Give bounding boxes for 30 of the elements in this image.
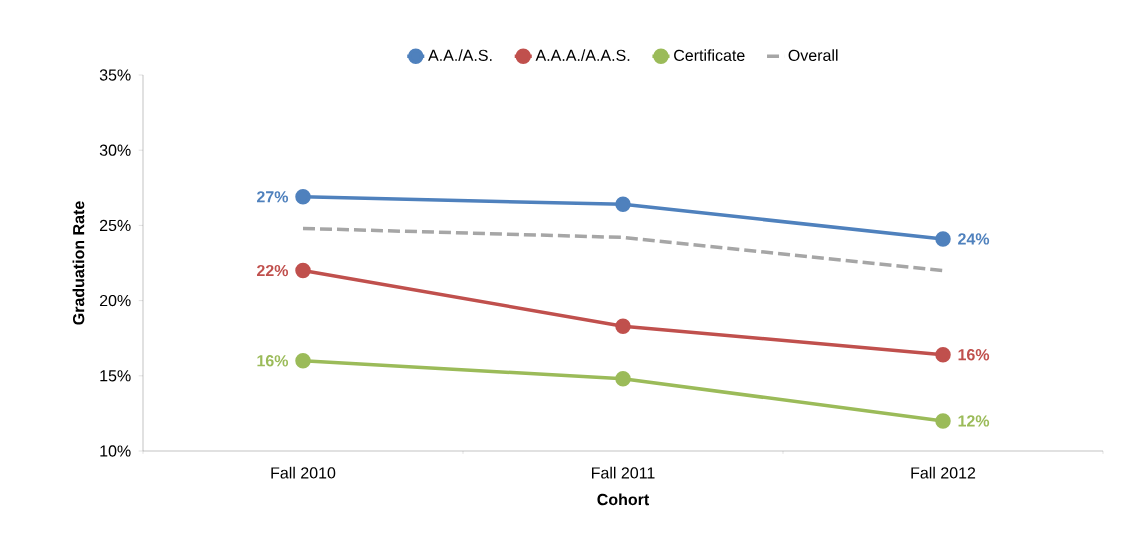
x-tick-label: Fall 2012 [911,466,976,479]
data-label: 27% [256,191,289,203]
y-axis-title: Graduation Rate [72,201,85,325]
point [615,371,631,387]
legend-label: Overall [788,49,838,62]
point [295,353,311,369]
point [295,262,311,279]
x-tick-label: Fall 2010 [271,466,336,479]
legend-label: Certificate [674,49,745,62]
y-tick-label: 20% [99,294,131,307]
y-tick-label: 35% [99,69,131,81]
y-tick-label: 15% [100,370,131,382]
data-label: 24% [958,233,990,245]
point [615,196,631,213]
point [935,231,951,247]
point [935,413,951,429]
data-label: 22% [256,264,289,277]
y-tick-label: 30% [99,144,131,156]
legend-label: A.A./A.S. [428,49,492,62]
data-label: 16% [958,349,990,361]
point [615,318,631,334]
data-label: 12% [958,415,990,427]
point [295,189,311,205]
x-axis-title: Cohort [597,493,650,506]
data-label: 16% [257,355,289,367]
y-tick-label: 10% [100,445,131,457]
x-tick-label: Fall 2011 [592,466,655,479]
point [935,347,951,363]
legend-label: A.A.A./A.A.S. [535,49,630,62]
y-tick-label: 25% [99,219,131,232]
